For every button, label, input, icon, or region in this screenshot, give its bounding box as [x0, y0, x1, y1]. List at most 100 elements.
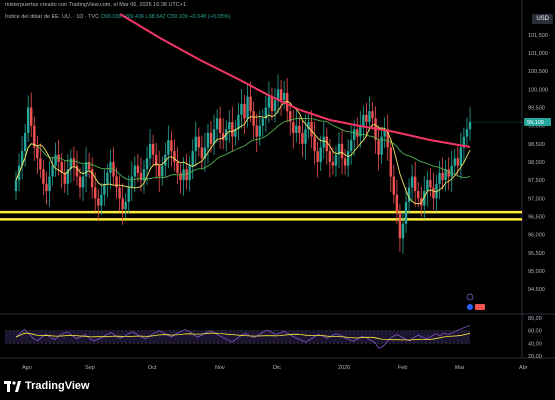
candle-body [63, 172, 66, 184]
price-tick-label: 98,000 [528, 160, 545, 166]
candle-body [365, 114, 368, 123]
candle-body [423, 191, 426, 206]
candle-body [39, 158, 42, 170]
candle-body [87, 162, 91, 170]
rsi-tick-label: 40,00 [528, 341, 542, 347]
candle-body [212, 129, 216, 144]
candle-body [170, 140, 173, 152]
candle-body [14, 180, 18, 192]
candle-body [429, 180, 432, 188]
time-tick-label: Oct [148, 365, 157, 371]
candle-body [368, 111, 371, 123]
candle-body [359, 125, 362, 137]
tradingview-wordmark: TradingView [25, 380, 90, 392]
candle-body [109, 162, 112, 173]
candle-body [72, 158, 76, 166]
time-tick-label: Sep [85, 365, 95, 371]
candle-body [307, 122, 310, 130]
symbol-legend[interactable]: Índice del dólar de EE. UU. · 1D · TVC O… [5, 14, 230, 20]
price-tick-label: 98,500 [528, 142, 545, 148]
candle-body [316, 151, 319, 162]
rsi-band [5, 330, 470, 344]
candle-body [167, 140, 170, 155]
candle-body [371, 111, 374, 119]
current-price-tag [524, 118, 551, 127]
symbol-name: Índice del dólar de EE. UU. · 1D · TVC [5, 14, 100, 20]
price-tick-label: 95,000 [528, 269, 545, 275]
candle-body [215, 118, 219, 130]
event-marker-icon[interactable] [466, 293, 474, 301]
candle-body [42, 169, 45, 184]
candle-body [267, 96, 271, 108]
candle-body [176, 162, 179, 173]
ma-short-line [15, 100, 471, 205]
candle-body [435, 183, 438, 199]
candle-body [173, 151, 176, 162]
candle-body [401, 223, 405, 239]
candle-body [249, 96, 252, 112]
candle-body [103, 183, 106, 195]
flag-event-icon[interactable] [467, 304, 473, 310]
candle-body [340, 143, 344, 159]
candle-body [127, 187, 130, 202]
tradingview-logo[interactable]: TradingView [4, 380, 90, 392]
candle-body [413, 176, 417, 192]
currency-button[interactable]: USD [532, 14, 553, 24]
candle-body [349, 140, 353, 152]
chart-header: misterpuertas creado con TradingView.com… [5, 2, 187, 8]
price-tick-label: 94,500 [528, 287, 545, 293]
candle-body [331, 162, 335, 166]
candle-body [66, 169, 69, 184]
candle-body [426, 180, 429, 192]
event-count-badge[interactable] [475, 304, 485, 310]
time-tick-label: Ago [22, 365, 32, 371]
candle-body [282, 93, 286, 101]
candle-body [395, 194, 399, 213]
candle-body [200, 147, 204, 159]
candle-body [124, 201, 127, 210]
candle-body [221, 132, 225, 141]
candle-body [450, 165, 453, 177]
candle-body [100, 194, 103, 206]
candle-body [380, 136, 383, 155]
candle-body [304, 129, 307, 144]
candle-body [273, 100, 277, 112]
candle-body [301, 132, 304, 144]
candle-body [218, 118, 222, 133]
candle-body [246, 96, 249, 119]
time-tick-label: Abr [519, 365, 528, 371]
candle-body [243, 103, 246, 119]
candle-body [179, 172, 182, 181]
candle-body [417, 191, 420, 199]
candle-body [438, 172, 441, 184]
candle-body [346, 151, 350, 166]
candle-body [276, 89, 280, 101]
candle-body [228, 122, 231, 130]
ohlc-values: O99.039 H99.436 L98.542 C99.109 +0.048 (… [100, 14, 231, 20]
candle-body [130, 176, 133, 188]
price-tick-label: 100,500 [528, 69, 548, 75]
candle-body [26, 107, 30, 133]
candle-body [145, 158, 149, 170]
candle-body [389, 147, 392, 177]
candle-body [90, 169, 94, 188]
price-tick-label: 95,500 [528, 251, 545, 257]
candle-body [285, 93, 289, 112]
current-price-value: 99,109 [527, 120, 544, 126]
candle-body [298, 125, 301, 133]
candle-body [94, 187, 97, 199]
candle-body [270, 96, 274, 112]
candle-body [386, 129, 389, 148]
candle-body [136, 165, 140, 173]
candle-body [328, 151, 332, 162]
candle-body [51, 165, 54, 177]
candle-body [203, 147, 207, 159]
candle-body [185, 169, 188, 181]
candle-body [289, 111, 292, 123]
rsi-tick-label: 80,00 [528, 316, 542, 322]
candle-body [234, 129, 237, 137]
price-tick-label: 101,000 [528, 51, 548, 57]
candle-body [325, 136, 328, 152]
candle-body [60, 162, 63, 173]
